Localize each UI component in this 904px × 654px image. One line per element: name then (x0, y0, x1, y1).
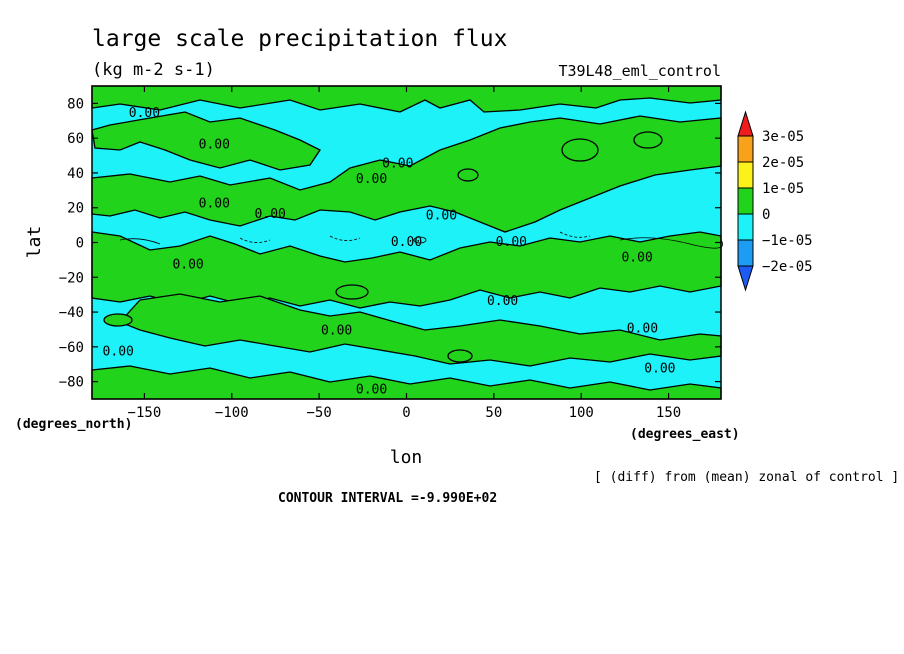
x-tick-label: −100 (215, 405, 249, 421)
map-field: 0.000.000.000.000.000.000.000.000.000.00… (91, 85, 723, 400)
colorbar-label: 2e-05 (762, 155, 804, 171)
x-axis-label: lon (390, 447, 423, 468)
contour-label: 0.00 (644, 362, 675, 377)
colorbar-swatch (737, 135, 754, 163)
contour-label: 0.00 (487, 294, 518, 309)
contour-label: 0.00 (172, 257, 203, 272)
y-axis-label: lat (24, 226, 45, 259)
x-axis: −150 −100 −50 0 50 100 150 (128, 86, 681, 421)
colorbar-swatch (737, 161, 754, 189)
x-units-label: (degrees_east) (630, 427, 740, 442)
contour-labels: 0.000.000.000.000.000.000.000.000.000.00… (103, 106, 676, 397)
contour-label: 0.00 (199, 197, 230, 212)
contour-label: 0.00 (621, 250, 652, 265)
contour-label: 0.00 (496, 235, 527, 250)
contour-label: 0.00 (129, 106, 160, 121)
positive-regions (91, 85, 722, 400)
y-tick-label: 0 (76, 236, 84, 252)
contour-label: 0.00 (356, 383, 387, 398)
equatorial-isolines (119, 231, 723, 249)
contour-label: 0.00 (103, 344, 134, 359)
contour-label: 0.00 (356, 172, 387, 187)
x-tick-label: −50 (306, 405, 331, 421)
y-tick-label: −20 (59, 270, 84, 286)
colorbar-swatch (737, 265, 754, 292)
contour-label: 0.00 (382, 157, 413, 172)
y-tick-label: 20 (67, 201, 84, 217)
colorbar-label: 1e-05 (762, 181, 804, 197)
y-tick-label: −80 (59, 375, 84, 391)
x-tick-label: 50 (485, 405, 502, 421)
y-tick-label: 60 (67, 131, 84, 147)
chart-title: large scale precipitation flux (92, 26, 507, 52)
chart-units: (kg m-2 s-1) (92, 60, 215, 80)
y-units-label: (degrees_north) (15, 417, 132, 432)
y-tick-label: 40 (67, 166, 84, 182)
colorbar-swatch (737, 110, 754, 137)
colorbar-label: 0 (762, 207, 770, 223)
contour-label: 0.00 (321, 323, 352, 338)
experiment-label: T39L48_eml_control (558, 62, 721, 80)
contour-label: 0.00 (255, 207, 286, 222)
colorbar: 3e-05 2e-05 1e-05 0 −1e-05 −2e-05 (737, 110, 813, 292)
contour-interval: CONTOUR INTERVAL =-9.990E+02 (278, 491, 497, 506)
colorbar-label: −2e-05 (762, 259, 813, 275)
contour-label: 0.00 (426, 209, 457, 224)
contour-label: 0.00 (199, 137, 230, 152)
x-tick-label: 0 (402, 405, 410, 421)
x-tick-label: −150 (128, 405, 162, 421)
colorbar-swatch (737, 187, 754, 215)
y-tick-label: 80 (67, 96, 84, 112)
colorbar-swatch (737, 213, 754, 241)
y-tick-label: −40 (59, 305, 84, 321)
contour-label: 0.00 (391, 235, 422, 250)
x-tick-label: 150 (656, 405, 681, 421)
colorbar-label: −1e-05 (762, 233, 813, 249)
diff-note: [ (diff) from (mean) zonal of control ] (594, 470, 899, 485)
y-tick-label: −60 (59, 340, 84, 356)
x-tick-label: 100 (569, 405, 594, 421)
contour-label: 0.00 (627, 322, 658, 337)
colorbar-label: 3e-05 (762, 129, 804, 145)
colorbar-swatch (737, 239, 754, 267)
y-axis: 80 60 40 20 0 −20 −40 −60 −80 (59, 96, 721, 391)
